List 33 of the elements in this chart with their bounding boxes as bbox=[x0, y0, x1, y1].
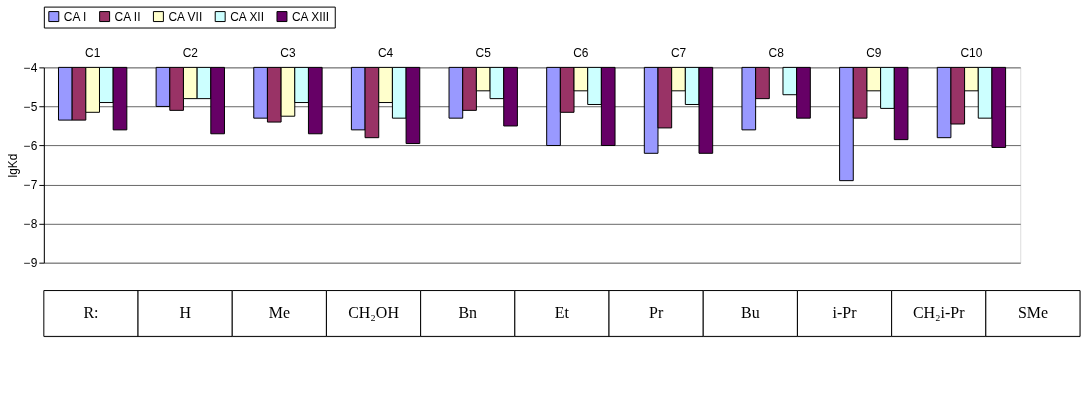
text: CH₂OH bbox=[348, 304, 400, 322]
y-tick-label: −4 bbox=[23, 60, 38, 75]
x-tick-label: C7 bbox=[670, 45, 687, 60]
x-tick-label: C3 bbox=[280, 45, 296, 60]
text: Et bbox=[554, 304, 570, 322]
x-tick-label: C6 bbox=[573, 45, 589, 60]
legend-label: CA I bbox=[63, 9, 87, 24]
text: Bn bbox=[458, 304, 478, 322]
text: Pr bbox=[649, 304, 664, 322]
x-tick-label: C5 bbox=[475, 45, 492, 60]
text: i-Pr bbox=[832, 304, 858, 322]
legend-label: CA II bbox=[114, 9, 141, 24]
x-tick-label: C10 bbox=[960, 45, 983, 60]
text: CH₂i-Pr bbox=[912, 304, 966, 322]
x-tick-label: C9 bbox=[866, 45, 882, 60]
y-tick-label: −9 bbox=[23, 256, 38, 271]
x-tick-label: C4 bbox=[377, 45, 394, 60]
text: H bbox=[179, 304, 192, 322]
y-tick-label: −7 bbox=[23, 178, 38, 193]
text: SMe bbox=[1017, 304, 1048, 322]
y-tick-label: −8 bbox=[23, 217, 38, 232]
legend-label: CA VII bbox=[168, 9, 203, 24]
text: Me bbox=[268, 304, 290, 322]
text: R: bbox=[83, 304, 99, 322]
text: Bu bbox=[741, 304, 760, 322]
legend-label: CA XIII bbox=[291, 9, 330, 24]
y-axis-title: lgKd bbox=[5, 153, 20, 178]
legend-label: CA XII bbox=[230, 9, 264, 24]
x-tick-label: C1 bbox=[85, 45, 101, 60]
y-tick-label: −5 bbox=[23, 99, 38, 114]
x-tick-label: C2 bbox=[182, 45, 199, 60]
x-tick-label: C8 bbox=[768, 45, 785, 60]
y-tick-label: −6 bbox=[23, 138, 38, 153]
